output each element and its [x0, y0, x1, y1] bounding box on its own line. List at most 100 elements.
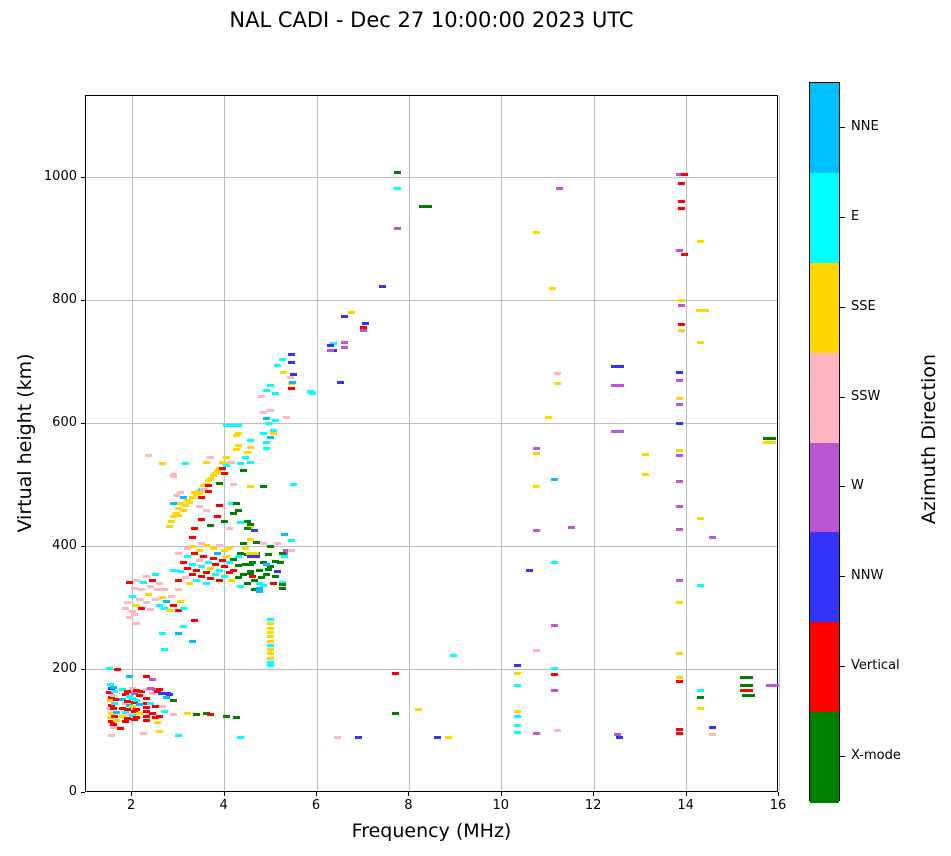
data-point — [616, 736, 624, 740]
data-point — [223, 715, 231, 719]
data-point — [111, 714, 119, 718]
data-point — [223, 554, 231, 558]
data-point — [228, 579, 236, 583]
data-point — [126, 581, 134, 585]
data-point — [551, 623, 559, 627]
data-point — [264, 568, 272, 572]
data-point — [241, 456, 249, 460]
data-point — [135, 712, 143, 716]
data-point — [271, 391, 279, 395]
data-point — [223, 463, 231, 467]
data-point — [244, 451, 252, 455]
data-point — [161, 588, 169, 592]
data-point — [264, 422, 272, 426]
data-point — [137, 606, 145, 610]
data-point — [248, 560, 256, 564]
data-point — [676, 480, 684, 484]
data-point — [267, 643, 275, 647]
data-point — [239, 573, 247, 577]
data-point — [193, 568, 201, 572]
data-point — [202, 544, 210, 548]
data-point — [107, 734, 115, 738]
data-point — [267, 618, 275, 622]
data-point — [267, 656, 275, 660]
data-point — [151, 716, 159, 720]
data-point — [553, 729, 561, 733]
data-point — [251, 579, 259, 583]
data-point — [260, 560, 268, 564]
data-point — [260, 432, 268, 436]
data-point — [204, 478, 212, 482]
data-point — [179, 560, 187, 564]
data-point — [204, 490, 212, 494]
data-point — [181, 503, 189, 507]
data-point — [449, 654, 457, 658]
data-point — [223, 456, 231, 460]
data-point — [156, 729, 164, 733]
gridline — [686, 96, 688, 791]
colorbar-segment-ssw — [810, 352, 839, 443]
data-point — [234, 443, 242, 447]
data-point — [676, 378, 684, 382]
data-point — [174, 609, 182, 613]
data-point — [106, 682, 114, 686]
data-point — [112, 718, 120, 722]
data-point — [269, 431, 277, 435]
data-point — [237, 551, 245, 555]
data-point — [137, 588, 145, 592]
data-point — [232, 447, 240, 451]
data-point — [262, 573, 270, 577]
data-point — [258, 576, 266, 580]
data-point — [680, 173, 688, 177]
data-point — [262, 562, 270, 566]
data-point — [193, 713, 201, 717]
data-point — [184, 554, 192, 558]
data-point — [234, 563, 242, 567]
data-point — [763, 440, 777, 444]
data-point — [216, 544, 224, 548]
colorbar-tick — [840, 216, 845, 218]
x-tick — [223, 792, 225, 796]
x-tick — [131, 792, 133, 796]
data-point — [158, 691, 172, 695]
data-point — [228, 502, 236, 506]
data-point — [124, 717, 132, 721]
data-point — [181, 462, 189, 466]
data-point — [188, 496, 196, 500]
data-point — [514, 709, 522, 713]
data-point — [553, 381, 561, 385]
gridline — [86, 546, 777, 548]
data-point — [514, 731, 522, 735]
data-point — [112, 697, 120, 701]
data-point — [110, 725, 118, 729]
data-point — [177, 570, 185, 574]
data-point — [133, 707, 141, 711]
data-point — [532, 484, 540, 488]
data-point — [128, 713, 136, 717]
data-point — [232, 434, 240, 438]
data-point — [174, 579, 182, 583]
data-point — [244, 519, 252, 523]
colorbar-segment-w — [810, 442, 839, 533]
data-point — [246, 485, 254, 489]
data-point — [154, 720, 162, 724]
x-tick-label: 6 — [311, 798, 321, 813]
data-point — [174, 551, 182, 555]
data-point — [149, 678, 157, 682]
data-point — [532, 231, 540, 235]
data-point — [151, 705, 159, 709]
colorbar-category-label: X-mode — [851, 748, 901, 764]
data-point — [246, 570, 254, 574]
data-point — [676, 403, 684, 407]
data-point — [239, 542, 247, 546]
data-point — [198, 574, 205, 578]
data-point — [532, 732, 540, 736]
colorbar-tick — [840, 306, 845, 308]
data-point — [544, 415, 552, 419]
data-point — [135, 693, 143, 697]
data-point — [740, 676, 754, 680]
data-point — [237, 735, 245, 739]
colorbar-category-label: W — [851, 478, 864, 494]
data-point — [121, 693, 129, 697]
data-point — [106, 715, 114, 719]
